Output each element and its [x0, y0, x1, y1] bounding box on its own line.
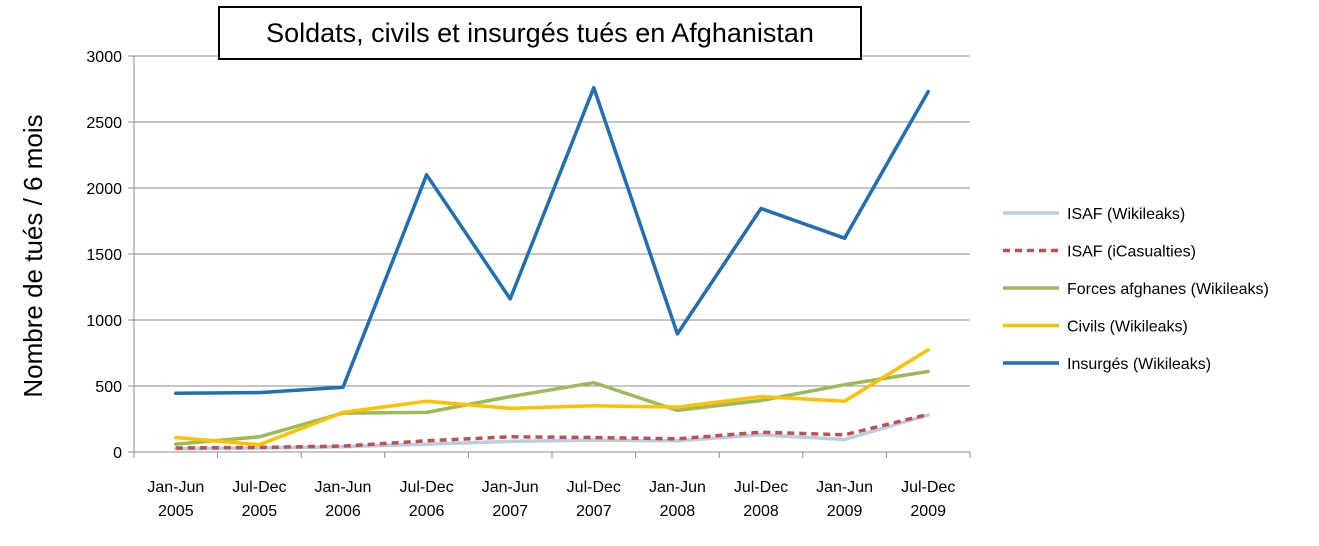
x-tick-label-line: 2006 — [409, 503, 445, 520]
x-tick-label: Jan-Jun 2005 — [147, 479, 204, 520]
x-tick-label-line: 2005 — [158, 503, 194, 520]
x-tick-label: Jul-Dec 2009 — [901, 479, 955, 520]
legend-label: Civils (Wikileaks) — [1067, 319, 1188, 336]
x-tick-label-line: 2005 — [242, 503, 278, 520]
x-tick-label-line: 2007 — [492, 503, 528, 520]
y-tick-label: 1500 — [86, 247, 122, 264]
x-tick-label: Jan-Jun 2008 — [649, 479, 706, 520]
x-tick-label: Jul-Dec 2005 — [232, 479, 286, 520]
x-tick-label-line: 2009 — [827, 503, 863, 520]
x-tick-label-line: Jul-Dec — [734, 479, 788, 496]
legend-label: Forces afghanes (Wikileaks) — [1067, 281, 1269, 298]
series-line-1 — [175, 412, 929, 450]
series-line-3 — [174, 347, 930, 447]
x-tick-label-line: Jul-Dec — [567, 479, 621, 496]
chart-title: Soldats, civils et insurgés tués en Afgh… — [218, 6, 862, 60]
x-tick-label-line: Jul-Dec — [399, 479, 453, 496]
axes — [133, 56, 970, 453]
x-tick-label: Jan-Jun 2007 — [482, 479, 539, 520]
x-tick-label-line: Jan-Jun — [649, 479, 706, 496]
y-tick-label: 500 — [95, 379, 122, 396]
y-tick-label: 0 — [113, 445, 122, 462]
y-tick-label: 3000 — [86, 49, 122, 66]
x-tick-label-line: 2007 — [576, 503, 612, 520]
x-tick-label-line: Jul-Dec — [901, 479, 955, 496]
y-tick-label: 2500 — [86, 115, 122, 132]
y-axis-ticks: 0 500 1000 1500 2000 2500 3000 — [86, 49, 134, 462]
series-line-4 — [174, 85, 930, 396]
x-tick-label: Jan-Jun 2006 — [315, 479, 372, 520]
x-tick-label-line: 2008 — [660, 503, 696, 520]
legend-label: ISAF (iCasualties) — [1067, 244, 1196, 261]
x-tick-label-line: Jan-Jun — [816, 479, 873, 496]
x-tick-label: Jul-Dec 2008 — [734, 479, 788, 520]
chart-title-text: Soldats, civils et insurgés tués en Afgh… — [266, 17, 814, 48]
x-tick-label-line: 2006 — [325, 503, 361, 520]
x-tick-label-line: 2009 — [910, 503, 946, 520]
x-tick-label: Jan-Jun 2009 — [816, 479, 873, 520]
x-tick-label-line: Jul-Dec — [232, 479, 286, 496]
series-lines — [174, 85, 930, 451]
y-tick-label: 2000 — [86, 181, 122, 198]
legend: ISAF (Wikileaks) ISAF (iCasualties) Forces… — [1003, 206, 1269, 373]
y-tick-label: 1000 — [86, 313, 122, 330]
legend-label: Insurgés (Wikileaks) — [1067, 356, 1211, 373]
x-tick-label-line: Jan-Jun — [147, 479, 204, 496]
y-axis-label: Nombre de tués / 6 mois — [18, 114, 48, 397]
x-tick-label: Jul-Dec 2006 — [399, 479, 453, 520]
series-line-2 — [174, 369, 930, 446]
legend-label: ISAF (Wikileaks) — [1067, 206, 1185, 223]
gridlines — [134, 55, 970, 387]
x-tick-label-line: Jan-Jun — [315, 479, 372, 496]
x-tick-label-line: 2008 — [743, 503, 779, 520]
x-tick-label-line: Jan-Jun — [482, 479, 539, 496]
x-tick-label: Jul-Dec 2007 — [567, 479, 621, 520]
